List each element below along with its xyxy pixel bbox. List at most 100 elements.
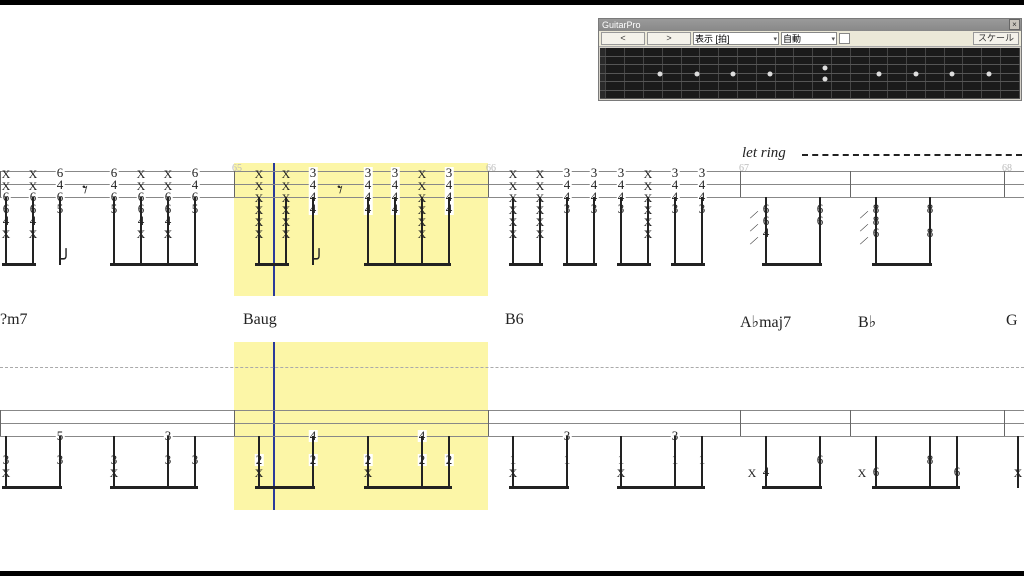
note-stem <box>819 197 821 265</box>
note-stem <box>421 436 423 488</box>
barline <box>0 410 1 436</box>
beam <box>671 263 705 266</box>
note-stem <box>421 197 423 265</box>
tab-line <box>0 423 1024 424</box>
auto-select-value: 自動 <box>783 32 801 45</box>
note-stem <box>5 197 7 265</box>
note-stem <box>819 436 821 488</box>
chord-name: Baug <box>243 311 277 329</box>
beam <box>872 263 932 266</box>
note-stem <box>929 197 931 265</box>
beam <box>563 263 597 266</box>
beam <box>255 486 315 489</box>
note-stem <box>674 197 676 265</box>
beam <box>762 263 822 266</box>
note-stem <box>167 197 169 265</box>
eighth-rest: 𝄾 <box>337 177 343 203</box>
barline <box>740 410 741 436</box>
scale-button[interactable]: スケール <box>973 32 1019 45</box>
tab-line <box>0 410 1024 411</box>
beam <box>872 486 932 489</box>
note-stem <box>566 197 568 265</box>
barline <box>850 171 851 197</box>
note-stem <box>929 436 931 488</box>
bar-number: 68 <box>1002 163 1012 174</box>
tab-mute: X <box>858 466 867 481</box>
note-stem <box>875 197 877 265</box>
beam <box>509 263 543 266</box>
track-separator <box>0 367 1024 368</box>
note-stem <box>258 197 260 265</box>
note-stem <box>448 436 450 488</box>
beam <box>138 263 198 266</box>
note-stem <box>367 197 369 265</box>
gp-toolbar: <>表示 [拍]▾自動▾ スケール <box>599 31 1021 47</box>
note-stem <box>367 436 369 488</box>
note-stem <box>140 197 142 265</box>
note-stem <box>539 197 541 265</box>
beam <box>926 486 960 489</box>
beam <box>617 263 651 266</box>
beam <box>418 486 452 489</box>
note-stem <box>1017 436 1019 488</box>
note-stem <box>285 197 287 265</box>
let-ring-label: let ring <box>742 145 786 162</box>
beam <box>364 486 424 489</box>
nav-next-button[interactable]: > <box>647 32 691 45</box>
note-stem <box>956 436 958 488</box>
close-icon[interactable]: × <box>1009 19 1020 30</box>
barline <box>1004 171 1005 197</box>
note-stem <box>765 197 767 265</box>
note-stem <box>312 436 314 488</box>
note-stem <box>620 436 622 488</box>
chord-name: ?m7 <box>0 311 28 329</box>
beam <box>762 486 822 489</box>
chord-name: B♭ <box>858 312 876 332</box>
display-select[interactable]: 表示 [拍]▾ <box>693 32 779 45</box>
note-stem <box>765 436 767 488</box>
bar-number: 67 <box>739 163 749 174</box>
note-stem <box>674 436 676 488</box>
note-stem <box>875 436 877 488</box>
note-stem <box>512 197 514 265</box>
beam <box>671 486 705 489</box>
display-select-value: 表示 [拍] <box>695 32 730 45</box>
beam <box>255 263 289 266</box>
gp-title: GuitarPro <box>602 20 641 30</box>
note-stem <box>59 436 61 488</box>
note-stem <box>566 436 568 488</box>
chord-name: G <box>1006 312 1018 330</box>
nav-prev-button[interactable]: < <box>601 32 645 45</box>
note-stem <box>5 436 7 488</box>
note-stem <box>593 197 595 265</box>
beam <box>164 486 198 489</box>
note-stem <box>32 197 34 265</box>
note-stem <box>167 436 169 488</box>
auto-select[interactable]: 自動▾ <box>781 32 837 45</box>
barline <box>234 171 235 197</box>
note-flag: ╯ <box>314 249 325 270</box>
note-flag: ╯ <box>61 249 72 270</box>
note-stem <box>701 197 703 265</box>
beam <box>2 263 36 266</box>
guitarpro-panel: GuitarPro × <>表示 [拍]▾自動▾ スケール <box>598 18 1022 101</box>
beam <box>391 263 451 266</box>
fretboard[interactable] <box>600 48 1020 99</box>
let-ring-dash <box>802 154 1022 156</box>
note-stem <box>258 436 260 488</box>
barline <box>488 171 489 197</box>
playhead <box>273 163 275 296</box>
note-stem <box>701 436 703 488</box>
note-stem <box>647 197 649 265</box>
tab-mute: X <box>748 466 757 481</box>
barline <box>234 410 235 436</box>
bar-number: 65 <box>232 163 242 174</box>
note-stem <box>394 197 396 265</box>
note-stem <box>620 197 622 265</box>
barline <box>850 410 851 436</box>
toggle-checkbox[interactable] <box>839 33 850 44</box>
chord-name: A♭maj7 <box>740 312 791 332</box>
note-stem <box>194 197 196 265</box>
gp-titlebar[interactable]: GuitarPro × <box>599 19 1021 31</box>
chord-name: B6 <box>505 311 524 329</box>
